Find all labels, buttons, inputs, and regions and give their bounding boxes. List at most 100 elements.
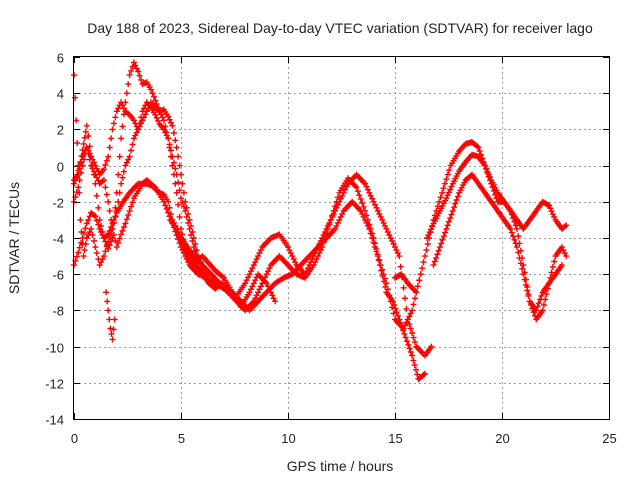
data-point (118, 180, 125, 187)
data-point (103, 157, 110, 164)
data-point (150, 93, 157, 100)
data-point (105, 153, 112, 160)
data-point (105, 307, 112, 314)
data-point (442, 229, 449, 236)
y-tick-label: -8 (52, 304, 64, 319)
data-point (453, 197, 460, 203)
data-point (537, 296, 544, 303)
data-point (103, 243, 110, 250)
data-point (393, 309, 400, 316)
data-point (165, 209, 172, 216)
data-point (405, 341, 412, 348)
y-tick-label: -10 (45, 341, 64, 356)
data-point (364, 186, 371, 193)
data-point (179, 180, 186, 187)
y-tick-label: 4 (57, 87, 64, 102)
data-point (128, 67, 135, 74)
data-point (163, 129, 170, 136)
data-point (417, 271, 424, 278)
data-point (115, 239, 122, 246)
data-point (250, 280, 257, 287)
data-point (511, 236, 518, 243)
data-point (110, 232, 117, 238)
data-point (508, 229, 515, 236)
data-point (340, 189, 347, 196)
data-point (549, 211, 556, 218)
data-point (188, 222, 194, 229)
data-point (366, 225, 373, 232)
data-point (123, 216, 130, 223)
data-point (192, 241, 199, 247)
data-point (422, 253, 428, 260)
data-point (551, 258, 558, 265)
data-point (475, 144, 482, 151)
data-marks (71, 59, 570, 383)
data-point (540, 302, 547, 308)
plot-frame (73, 56, 610, 420)
data-point (543, 291, 550, 298)
data-point (558, 262, 565, 269)
data-point (429, 223, 436, 230)
data-point (91, 238, 97, 244)
data-point (110, 326, 117, 333)
data-point (180, 203, 187, 210)
data-point (168, 153, 174, 160)
data-point (159, 114, 166, 121)
data-point (79, 235, 86, 241)
data-point (92, 213, 99, 220)
data-point (449, 207, 456, 214)
data-point (402, 334, 409, 341)
y-tick-label: 0 (57, 160, 64, 175)
data-point (103, 191, 110, 198)
data-point (322, 235, 329, 241)
data-point (323, 230, 330, 237)
data-point (176, 213, 183, 220)
data-point (354, 188, 361, 195)
data-point (95, 221, 102, 228)
x-tick-label: 25 (602, 431, 616, 446)
data-point (406, 321, 413, 327)
data-point (105, 231, 112, 238)
data-point (190, 244, 197, 251)
data-point (182, 207, 189, 214)
data-point (106, 144, 113, 151)
data-point (183, 204, 190, 211)
data-point (115, 171, 122, 178)
data-point (188, 232, 194, 238)
data-point (428, 226, 434, 233)
data-point (392, 305, 399, 312)
data-point (86, 143, 93, 150)
data-point (126, 72, 133, 79)
data-point (403, 305, 410, 312)
data-point (125, 81, 132, 88)
x-tick-label: 15 (388, 431, 402, 446)
data-point (120, 168, 127, 175)
data-point (444, 171, 451, 178)
data-point (383, 225, 390, 232)
data-point (102, 162, 109, 168)
data-point (520, 271, 527, 278)
data-point (332, 207, 339, 214)
data-point (82, 225, 89, 232)
data-point (237, 298, 244, 305)
data-point (110, 120, 117, 127)
series-track-3 (71, 144, 428, 383)
data-point (447, 215, 454, 222)
data-point (81, 230, 87, 237)
data-point (106, 242, 113, 249)
data-point (397, 263, 404, 270)
data-point (75, 249, 82, 256)
data-point (356, 192, 363, 199)
data-point (93, 250, 100, 257)
data-point (411, 362, 418, 369)
data-point (423, 247, 430, 254)
data-point (383, 280, 390, 287)
data-point (493, 195, 500, 202)
data-point (73, 117, 80, 124)
data-point (73, 253, 80, 260)
data-point (446, 167, 453, 174)
data-point (270, 295, 277, 302)
data-point (178, 240, 185, 247)
data-point (476, 148, 483, 155)
data-point (82, 128, 89, 135)
